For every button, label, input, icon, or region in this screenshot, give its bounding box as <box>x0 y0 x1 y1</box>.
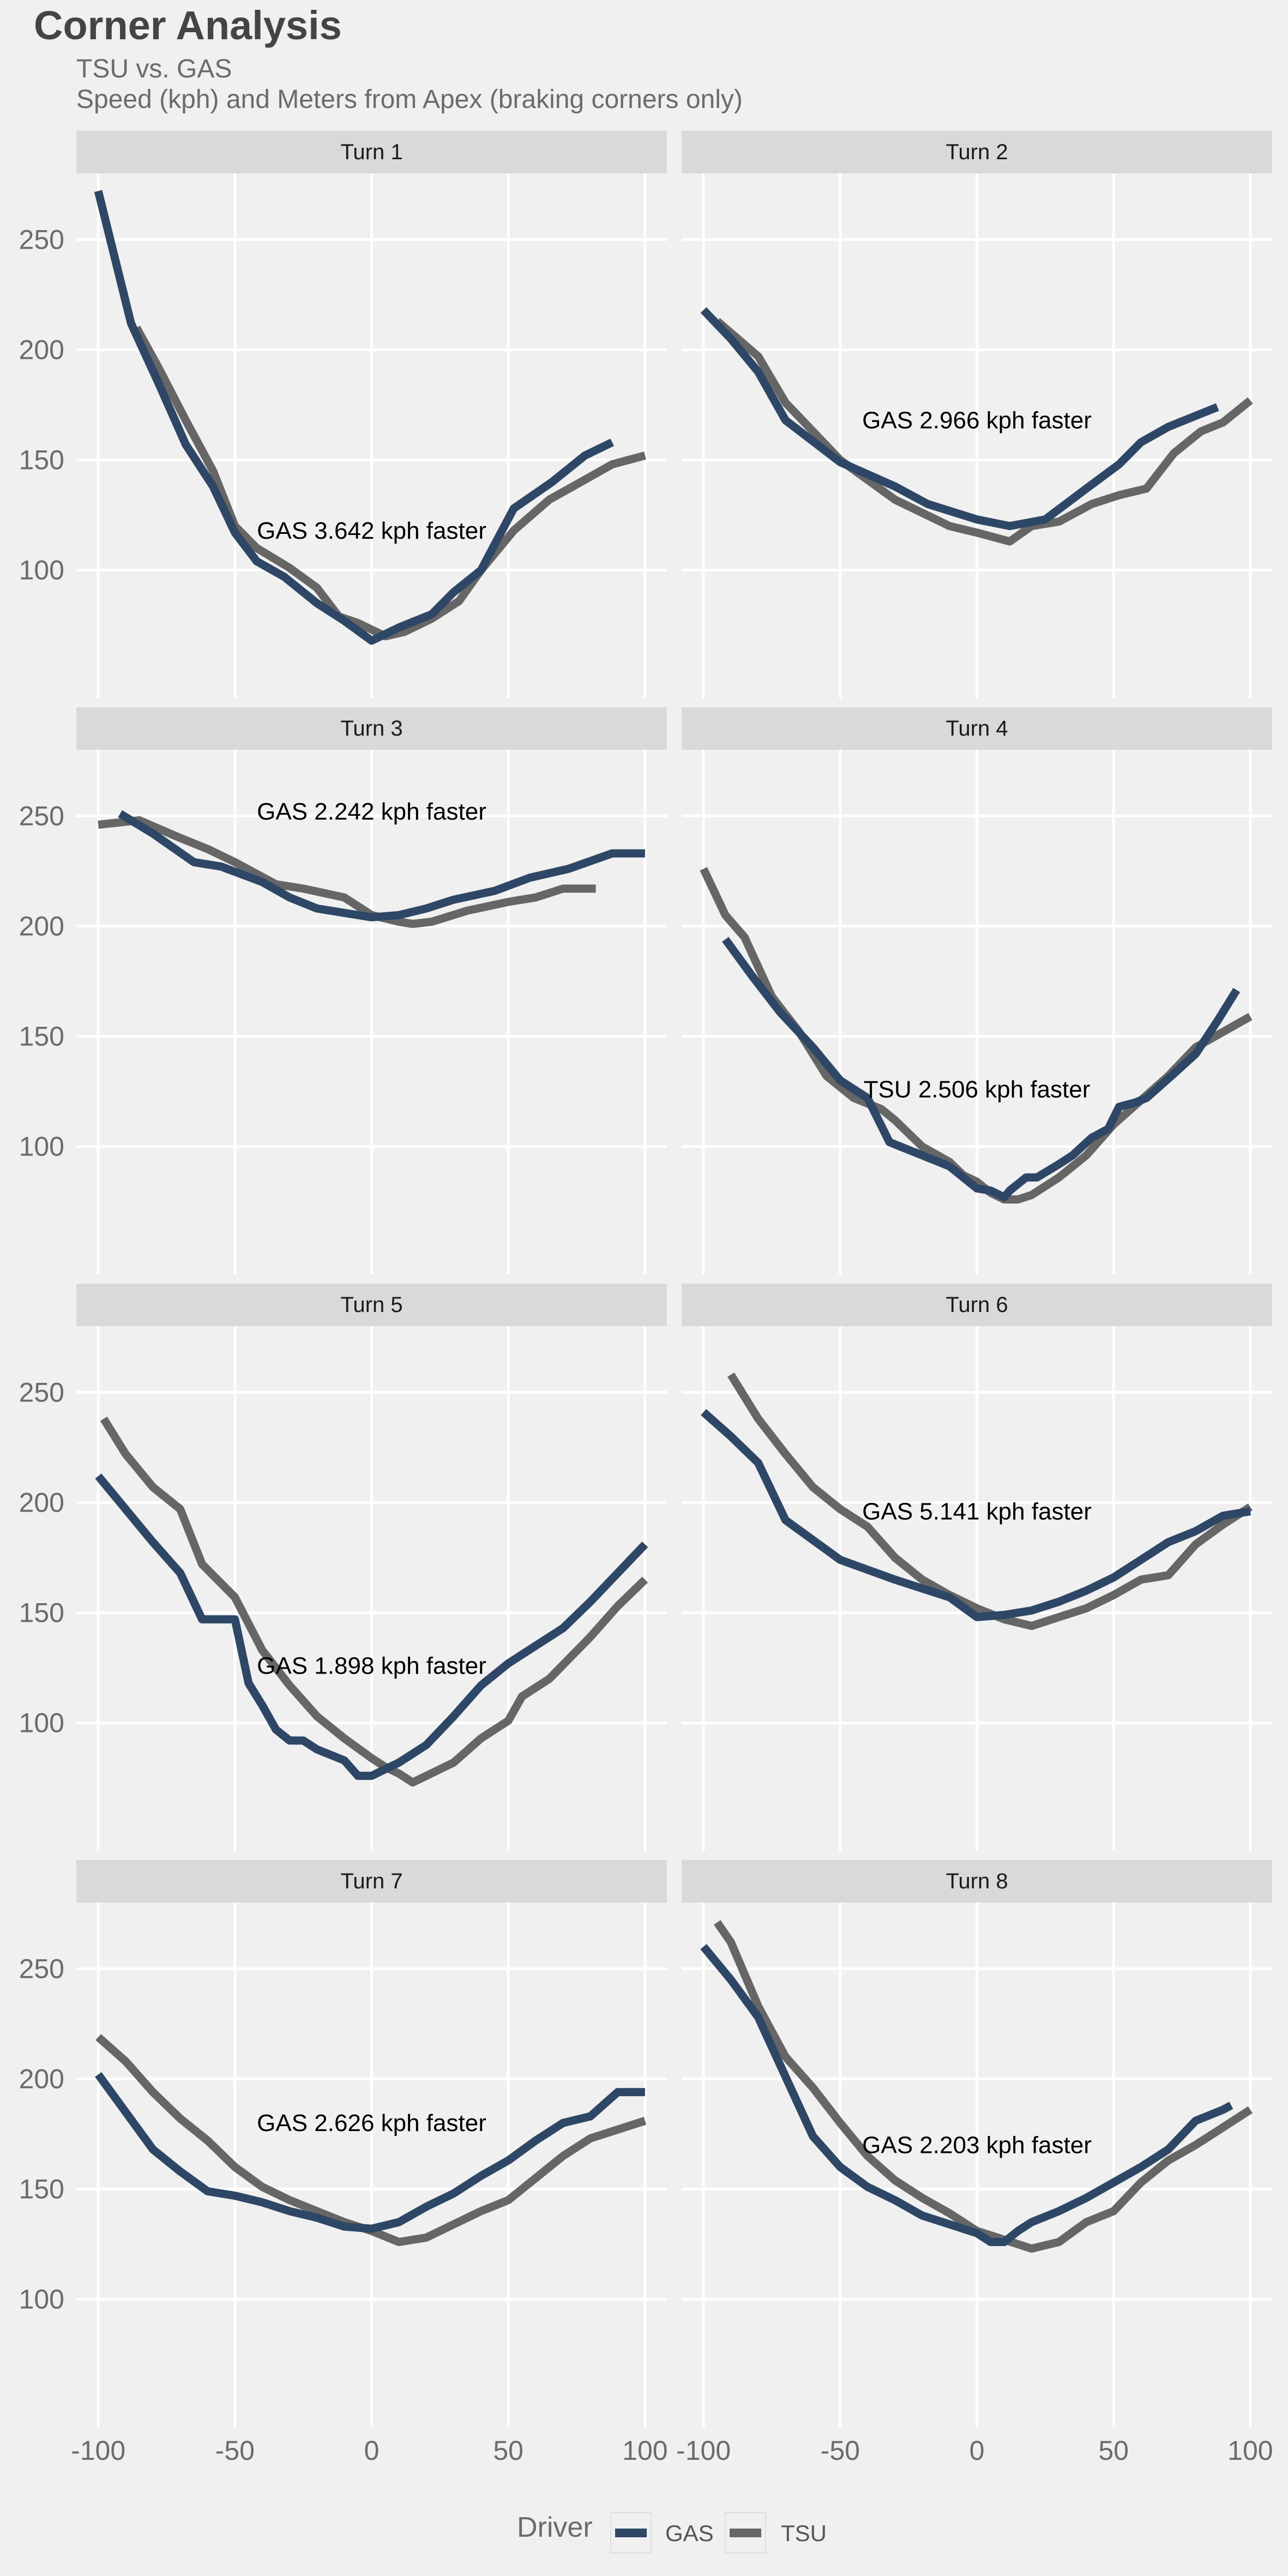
turn-3-line-gas <box>118 810 645 922</box>
turn-5-y-tick-label: 250 <box>19 1377 64 1407</box>
turn-7-x-tick-label: -50 <box>215 2435 255 2466</box>
turn-8-x-tick-label: -100 <box>676 2435 731 2466</box>
turn-7-y-tick-label: 200 <box>19 2063 64 2094</box>
turn-7-x-tick-label: 0 <box>364 2435 380 2466</box>
turn-3-annotation: GAS 2.242 kph faster <box>257 798 486 825</box>
turn-8-panel: Turn 8 GAS 2.203 kph faster <box>682 1860 1272 2427</box>
turn-2-line-gas <box>700 307 1219 531</box>
turn-1-y-tick-label: 100 <box>19 555 64 586</box>
legend-title: Driver <box>517 2512 593 2543</box>
turn-7-x-tick-label: 100 <box>622 2435 667 2466</box>
turn-1-panel: Turn 1 GAS 3.642 kph faster <box>76 131 667 698</box>
turn-3-panel: Turn 3 GAS 2.242 kph faster <box>76 707 667 1274</box>
turn-2-strip <box>682 131 1272 173</box>
turn-3-y-tick-label: 100 <box>19 1131 64 1162</box>
turn-8-annotation: GAS 2.203 kph faster <box>862 2132 1092 2159</box>
turn-4-panel: Turn 4 TSU 2.506 kph faster <box>682 707 1272 1274</box>
turn-2-strip-label: Turn 2 <box>946 140 1008 164</box>
turn-6-strip <box>682 1284 1272 1326</box>
turn-7-y-tick-label: 100 <box>19 2284 64 2315</box>
turn-1-y-tick-label: 200 <box>19 334 64 365</box>
turn-7-y-tick-label: 250 <box>19 1953 64 1984</box>
turn-5-y-tick-label: 150 <box>19 1597 64 1628</box>
turn-5-panel: Turn 5 GAS 1.898 kph faster <box>76 1284 667 1851</box>
turn-3-strip <box>76 707 667 750</box>
turn-5-line-gas <box>95 1473 648 1780</box>
turn-1-annotation: GAS 3.642 kph faster <box>257 517 486 544</box>
turn-5-annotation: GAS 1.898 kph faster <box>257 1652 486 1679</box>
turn-7-y-tick-label: 150 <box>19 2174 64 2204</box>
turn-5-y-tick-label: 200 <box>19 1487 64 1518</box>
turn-7-line-gas <box>95 2072 645 2233</box>
turn-5-y-tick-label: 100 <box>19 1708 64 1738</box>
turn-7-x-tick-label: 50 <box>493 2435 523 2466</box>
turn-8-x-tick-label: 0 <box>970 2435 985 2466</box>
turn-5-strip <box>76 1284 667 1326</box>
turn-1-strip <box>76 131 667 173</box>
turn-6-line-gas <box>701 1409 1251 1621</box>
turn-3-y-tick-label: 200 <box>19 911 64 941</box>
turn-3-y-tick-label: 250 <box>19 801 64 831</box>
turn-1-line-gas <box>94 190 614 645</box>
turn-7-strip <box>76 1860 667 1903</box>
turn-8-x-tick-label: -50 <box>821 2435 860 2466</box>
turn-4-strip <box>682 707 1272 750</box>
turn-8-line-gas <box>700 1944 1233 2246</box>
turn-4-annotation: TSU 2.506 kph faster <box>864 1076 1091 1103</box>
turn-1-y-tick-label: 150 <box>19 444 64 475</box>
turn-6-annotation: GAS 5.141 kph faster <box>862 1498 1092 1525</box>
turn-7-panel: Turn 7 GAS 2.626 kph faster <box>76 1860 667 2427</box>
turn-7-strip-label: Turn 7 <box>340 1869 402 1893</box>
turn-7-x-tick-label: -100 <box>71 2435 125 2466</box>
turn-5-strip-label: Turn 5 <box>340 1293 402 1317</box>
turn-4-line-gas <box>722 937 1241 1201</box>
turn-8-x-tick-label: 50 <box>1098 2435 1129 2466</box>
figure-subtitle-drivers: TSU vs. GAS <box>76 55 232 83</box>
turn-8-strip <box>682 1860 1272 1903</box>
turn-8-strip-label: Turn 8 <box>946 1869 1008 1893</box>
turn-7-annotation: GAS 2.626 kph faster <box>257 2110 486 2136</box>
turn-1-strip-label: Turn 1 <box>340 140 402 164</box>
turn-1-line-tsu <box>133 326 646 641</box>
turn-4-strip-label: Turn 4 <box>946 717 1008 741</box>
figure-subtitle-description: Speed (kph) and Meters from Apex (brakin… <box>76 85 743 114</box>
turn-2-panel: Turn 2 GAS 2.966 kph faster <box>682 131 1272 698</box>
turn-6-strip-label: Turn 6 <box>946 1293 1008 1317</box>
axis-labels: 100 150 200 250 100 150 200 250 100 150 200 250 100 1… <box>19 224 1273 2466</box>
turn-1-y-tick-label: 250 <box>19 224 64 255</box>
facet-panels: Turn 1 GAS 3.642 kph faster Turn 2 GAS 2.96… <box>76 131 1272 2427</box>
turn-3-strip-label: Turn 3 <box>340 717 402 741</box>
legend-label-tsu: TSU <box>781 2520 827 2546</box>
turn-3-y-tick-label: 150 <box>19 1021 64 1051</box>
figure-title: Corner Analysis <box>34 3 342 48</box>
legend-label-gas: GAS <box>665 2520 714 2546</box>
turn-2-annotation: GAS 2.966 kph faster <box>862 407 1092 434</box>
legend: Driver GAS TSU <box>517 2512 827 2554</box>
turn-6-panel: Turn 6 GAS 5.141 kph faster <box>682 1284 1272 1851</box>
turn-8-x-tick-label: 100 <box>1227 2435 1273 2466</box>
